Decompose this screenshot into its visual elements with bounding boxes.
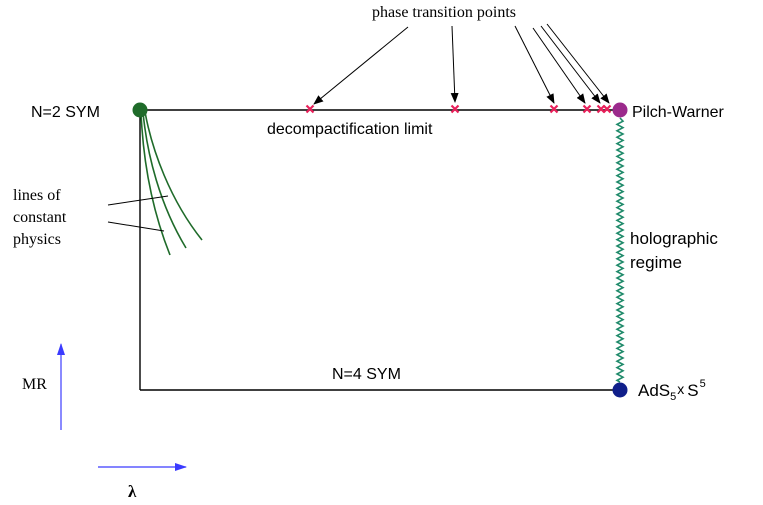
phase-transition-arrow-4 — [532, 27, 586, 104]
n4-sym-label: N=4 SYM — [332, 366, 401, 383]
phase-transition-points-label: phase transition points — [372, 4, 516, 21]
phase-transition-arrow-1 — [313, 26, 409, 105]
holographic-regime-wiggle — [615, 117, 625, 383]
ads5-s5-point — [612, 382, 628, 398]
phase-transition-arrow-2 — [450, 25, 459, 103]
phase-transition-arrow-6 — [546, 23, 610, 104]
phase-transition-markers — [305, 104, 612, 114]
phase-transition-marker-6 — [602, 104, 612, 114]
lambda-axis-label: λ — [128, 482, 137, 501]
decompactification-limit-label: decompactification limit — [267, 121, 433, 138]
n2-sym-label: N=2 SYM — [31, 104, 100, 121]
phase-transition-marker-3 — [549, 104, 559, 114]
lines-of-constant-physics-line-1: lines of — [13, 187, 61, 204]
holographic-regime-line-1: holographic — [630, 229, 718, 248]
times-symbol: x — [677, 381, 684, 397]
pilch-warner-point — [612, 102, 628, 118]
phase-transition-marker-1 — [305, 104, 315, 114]
sphere-base-text: S — [687, 381, 698, 400]
lines-of-constant-physics-line-3: physics — [13, 231, 61, 248]
ads5-x-s5-label: AdS5x S5 — [638, 378, 706, 403]
phase-transition-marker-4 — [582, 104, 592, 114]
sphere-superscript: 5 — [700, 378, 706, 390]
phase-transition-arrow-3 — [514, 25, 555, 104]
n2-sym-point — [132, 102, 148, 118]
constant-physics-curve-2 — [142, 111, 187, 249]
pilch-warner-label: Pilch-Warner — [632, 104, 725, 121]
holographic-regime-line-2: regime — [630, 253, 682, 272]
constant-physics-curve-3 — [144, 111, 203, 241]
lines-of-constant-physics-pointer-1 — [107, 195, 169, 206]
lines-of-constant-physics-pointer-2 — [107, 221, 165, 232]
phase-transition-marker-2 — [450, 104, 460, 114]
holographic-regime-label: holographic regime — [630, 229, 723, 272]
lines-of-constant-physics-label: lines of constant physics — [13, 187, 70, 248]
constant-physics-curve-1 — [140, 111, 171, 256]
lines-of-constant-physics-line-2: constant — [13, 209, 67, 226]
mr-axis-label: MR — [22, 376, 47, 393]
ads-subscript: 5 — [670, 391, 676, 403]
ads-base-text: AdS — [638, 381, 670, 400]
phase-transition-arrow-5 — [540, 25, 601, 104]
